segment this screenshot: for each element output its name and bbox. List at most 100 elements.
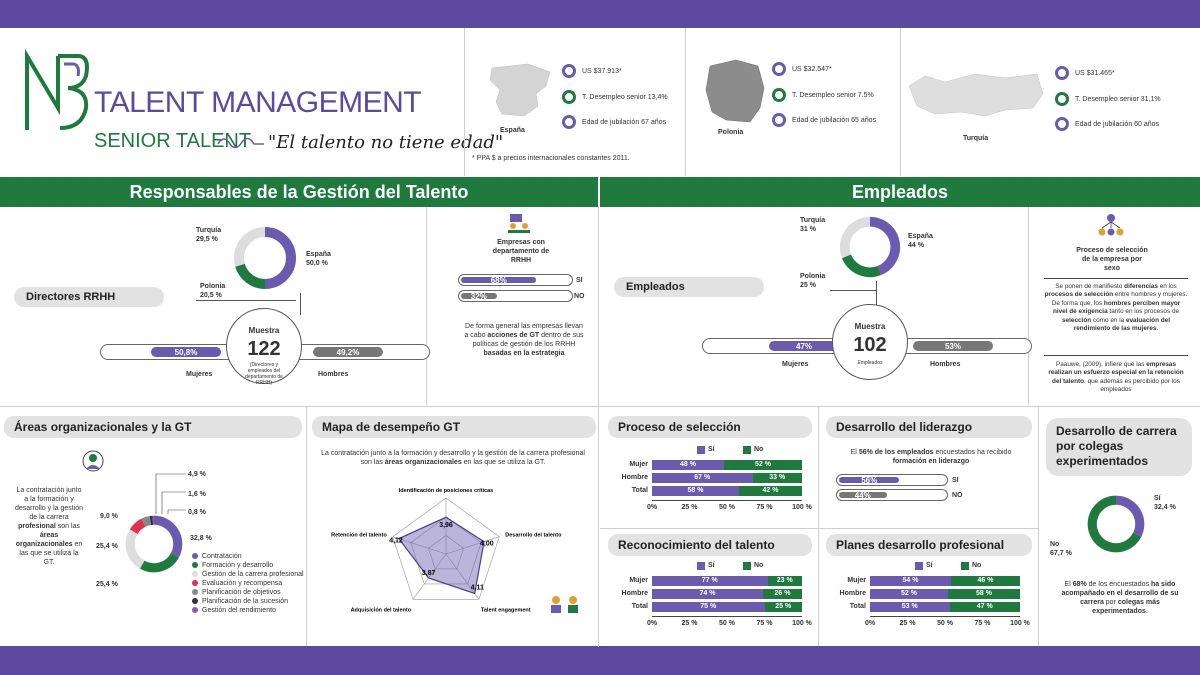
bar-si: 58 %	[652, 486, 739, 496]
slice-contratación	[153, 515, 183, 558]
section-title-empleados: Empleados	[600, 177, 1200, 207]
liderazgo-title: Desarrollo del liderazgo	[826, 416, 1032, 438]
radar-value-label: 3,87	[422, 570, 436, 577]
gdp-icon	[1055, 66, 1069, 80]
bar-no: 42 %	[739, 486, 802, 496]
legend-label: Contratación	[202, 553, 242, 560]
row-label: Total	[631, 603, 648, 610]
directores-donut	[234, 227, 296, 289]
top-band	[0, 0, 1200, 28]
retirement-icon	[1055, 117, 1069, 131]
row-label: Hombre	[621, 590, 648, 597]
radar-value-label: 4,12	[389, 538, 403, 545]
slice-espana	[869, 216, 901, 275]
selection-process-icon	[1096, 212, 1126, 245]
bar-no: 23 %	[767, 576, 802, 586]
legend-swatch-no	[743, 446, 751, 454]
directores-muestra	[226, 308, 302, 384]
radar-spoke	[445, 536, 500, 555]
x-tick: 25 %	[681, 620, 698, 627]
proceso-chart: Sí No Mujer 48 % 52 % Hombre 67 % 33 % Total 58 %…	[604, 444, 814, 524]
x-tick: 100 %	[792, 504, 812, 511]
bar-si: 53 %	[870, 602, 950, 612]
wave-icon	[216, 132, 266, 157]
slice-formación-y-desarrollo	[139, 552, 179, 573]
x-tick: 75 %	[756, 504, 773, 511]
directores-label: Directores RRHH	[14, 287, 164, 307]
legend-item: Contratación	[192, 552, 304, 561]
x-tick: 75 %	[974, 620, 991, 627]
slice-espana	[264, 227, 296, 289]
x-axis	[870, 616, 1020, 617]
person-icon	[82, 450, 104, 477]
proceso-title: Proceso de selección	[608, 416, 812, 438]
bar-no: 33 %	[752, 473, 802, 483]
directores-polonia: Polonia 20,5 %	[200, 283, 226, 299]
directores-turquia: Turquía 29,5 %	[196, 227, 222, 243]
brand-slogan: "El talento no tiene edad"	[268, 132, 504, 153]
x-axis	[652, 500, 802, 501]
country-name: Polonia	[718, 129, 744, 136]
areas-legend: Contratación Formación y desarrollo Gestió…	[192, 552, 304, 615]
country-card-polonia: Polonia US $32.547* T. Desempleo senior …	[692, 40, 897, 150]
liderazgo-si-bar: 56%	[836, 474, 948, 486]
row-label: Mujer	[629, 577, 648, 584]
legend-swatch	[192, 598, 198, 604]
legend-swatch	[192, 571, 198, 577]
carrera-desc: El 68% de los encuestados ha sido acompa…	[1061, 581, 1179, 615]
empleados-label: Empleados	[614, 277, 764, 297]
brand-subtitle: SENIOR TALENT	[94, 130, 252, 152]
radar-axis-label: Adquisición del talento	[351, 607, 412, 613]
legend-swatch	[192, 580, 198, 586]
mapa-desc: La contratación junto a la formación y d…	[321, 450, 585, 466]
legend-label-no: No	[972, 562, 982, 569]
retirement-icon	[562, 115, 576, 129]
slice-no	[1087, 495, 1142, 553]
x-tick: 75 %	[756, 620, 773, 627]
radar-spoke	[412, 553, 447, 600]
radar-axis-label: Talent engagement	[481, 607, 531, 613]
proceso-sexo-title: Proceso de selección de la empresa por s…	[1076, 247, 1148, 272]
legend-label-si: Sí	[708, 446, 715, 453]
liderazgo-no-bar: 44%	[836, 489, 948, 501]
legend-label: Planificación de la sucesión	[202, 598, 288, 605]
map-spain-icon	[489, 63, 551, 117]
legend-item: Gestión del rendimiento	[192, 606, 304, 615]
slice-turquia	[234, 227, 266, 267]
planes-chart: Sí No Mujer 54 % 46 % Hombre 52 % 58 % Total 53 %…	[822, 560, 1034, 640]
bar-no: 52 %	[724, 460, 802, 470]
row-label: Mujer	[629, 461, 648, 468]
radar-spoke	[445, 553, 480, 600]
empleados-polonia: Polonia 25 %	[800, 273, 826, 289]
directores-muestra-value: 122	[247, 338, 281, 360]
empleados-turquia: Turquía 31 %	[800, 217, 826, 233]
areas-title: Áreas organizacionales y la GT	[4, 416, 302, 438]
directores-espana: España 50,0 %	[306, 251, 331, 267]
empresas-desc: De forma general las empresas llevan a c…	[464, 323, 584, 357]
radar-value-label: 4,11	[471, 584, 484, 591]
unemployment-icon	[562, 90, 576, 104]
logo	[22, 48, 92, 134]
empleados-muestra-value: 102	[853, 334, 887, 356]
legend-label: Gestión del rendimiento	[202, 607, 276, 614]
carrera-si: Sí 32,4 %	[1154, 495, 1176, 511]
carrera-donut	[1087, 495, 1145, 553]
bar-no: 46 %	[951, 576, 1020, 586]
bar-no: 25 %	[764, 602, 802, 612]
x-tick: 50 %	[719, 504, 735, 511]
slice-turquia	[839, 216, 871, 259]
bar-si: 67 %	[652, 473, 753, 483]
x-tick: 100 %	[792, 620, 812, 627]
country-card-turquia: Turquía US $31.465* T. Desempleo senior …	[905, 40, 1195, 150]
gdp-icon	[562, 64, 576, 78]
radar-axis-label: Desarrollo del talento	[505, 533, 562, 539]
slice-evaluación-y-recompensa	[129, 518, 146, 535]
legend-swatch	[192, 607, 198, 613]
legend-item: Planificación de objetivos	[192, 588, 304, 597]
legend-label-si: Sí	[926, 562, 933, 569]
country-card-espana: España US $37.913* T. Desempleo senior 1…	[470, 40, 680, 150]
legend-swatch-si	[697, 446, 705, 454]
radar-axis-label: Retención del talento	[331, 533, 387, 539]
bar-si: 74 %	[652, 589, 763, 599]
legend-label: Gestión de la carrera profesional	[202, 571, 304, 578]
